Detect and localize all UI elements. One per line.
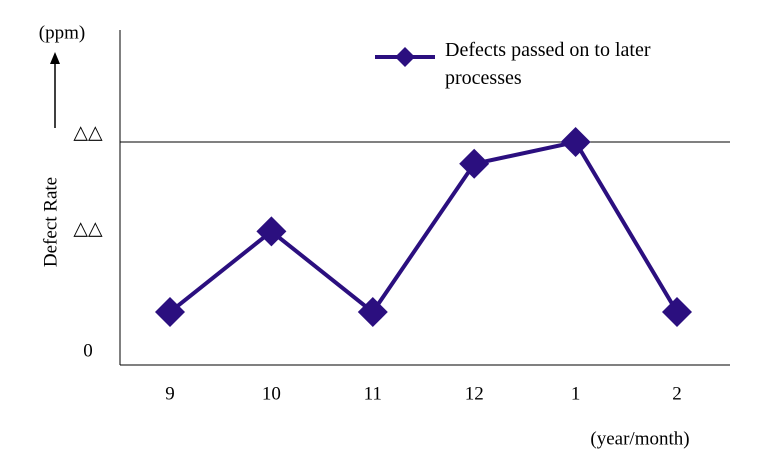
- series-line: [168, 139, 679, 315]
- data-point: [155, 297, 185, 328]
- x-tick-label: 9: [165, 383, 175, 404]
- x-axis-title: (year/month): [590, 428, 689, 449]
- y-tick-label: △△: [73, 122, 103, 143]
- x-tick-label: 11: [364, 383, 382, 404]
- x-tick-label: 12: [465, 383, 484, 404]
- x-tick-label: 10: [262, 383, 281, 404]
- y-tick-label: △△: [73, 218, 103, 239]
- data-point: [560, 127, 591, 157]
- y-unit: (ppm): [39, 22, 85, 43]
- y-tick-label: 0: [83, 340, 93, 361]
- x-tick-label: 2: [672, 383, 682, 404]
- legend-label: Defects passed on to later processes: [445, 39, 651, 89]
- data-point: [357, 297, 388, 328]
- data-point: [459, 148, 490, 179]
- y-axis-title: Defect Rate: [40, 177, 61, 267]
- data-point: [662, 297, 692, 328]
- y-arrow-head: [50, 52, 60, 64]
- legend-marker: [395, 47, 415, 67]
- data-point: [256, 216, 287, 247]
- x-tick-label: 1: [571, 383, 581, 404]
